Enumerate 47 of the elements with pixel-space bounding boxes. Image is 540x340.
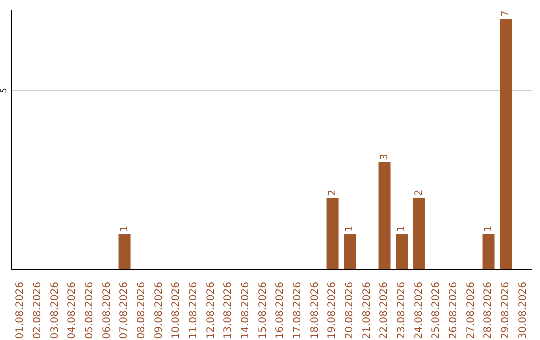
x-tick-label: 16.08.2026 [275,282,286,340]
x-tick-label: 08.08.2026 [136,282,148,340]
x-tick-label: 11.08.2026 [188,282,200,340]
bar [482,234,495,270]
x-tick-label: 23.08.2026 [396,282,408,340]
x-tick-label: 06.08.2026 [102,282,113,340]
bar [396,234,408,270]
bar [378,162,391,270]
x-tick-label: 12.08.2026 [206,282,217,340]
bar [326,198,339,270]
x-tick-label: 26.08.2026 [448,282,460,340]
data-label: 3 [379,154,390,160]
x-tick-label: 14.08.2026 [240,282,252,340]
data-label: 7 [500,10,512,17]
x-tick-label: 30.08.2026 [518,282,529,340]
bar [500,18,512,270]
x-tick-label: 28.08.2026 [483,282,494,340]
data-label: 1 [344,226,356,232]
data-label: 2 [414,190,425,196]
x-tick-label: 17.08.2026 [292,282,304,340]
x-tick-label: 10.08.2026 [171,282,182,340]
bar [118,234,131,270]
x-tick-label: 13.08.2026 [223,282,234,340]
x-tick-label: 07.08.2026 [119,282,130,340]
x-tick-label: 24.08.2026 [414,282,425,340]
x-tick-label: 21.08.2026 [362,282,373,340]
x-tick-label: 09.08.2026 [154,282,165,340]
bar [344,234,356,270]
x-tick-label: 20.08.2026 [344,282,356,340]
data-label: 1 [396,226,408,232]
data-label: 1 [119,226,130,232]
x-tick-label: 25.08.2026 [431,282,442,340]
x-tick-label: 29.08.2026 [500,282,512,340]
x-tick-label: 18.08.2026 [310,282,321,340]
bar [413,198,426,270]
x-tick-label: 04.08.2026 [67,282,78,340]
x-tick-label: 15.08.2026 [258,282,269,340]
data-label: 2 [327,190,338,196]
x-tick-label: 01.08.2026 [15,282,26,340]
y-tick-label: 5 [0,88,8,94]
x-tick-label: 03.08.2026 [50,282,61,340]
x-tick-label: 05.08.2026 [84,282,96,340]
x-tick-label: 19.08.2026 [327,282,338,340]
x-tick-label: 27.08.2026 [466,282,477,340]
x-tick-label: 22.08.2026 [379,282,390,340]
x-tick-label: 02.08.2026 [32,282,44,340]
data-label: 1 [483,226,494,232]
